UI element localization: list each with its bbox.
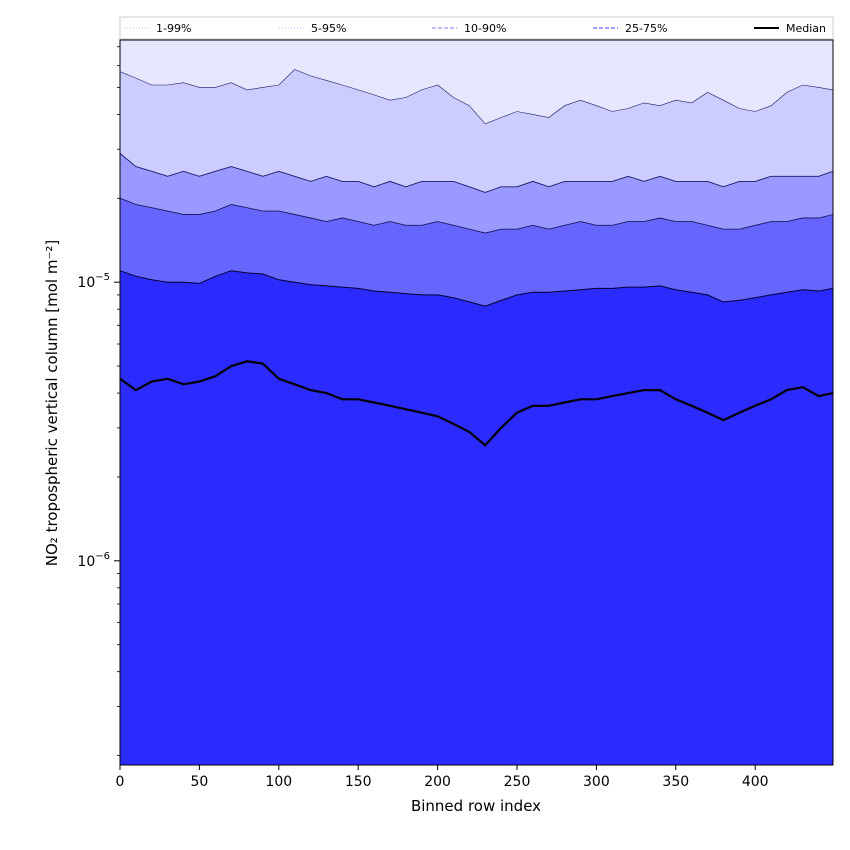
legend-label: 25-75% — [625, 22, 667, 35]
x-axis-label: Binned row index — [411, 797, 541, 815]
y-axis: 10−6 10−5 — [77, 46, 120, 756]
legend-label: 10-90% — [464, 22, 506, 35]
x-tick-label: 250 — [504, 774, 531, 790]
quartile-low-line — [119, 270, 834, 307]
x-tick-label: 100 — [265, 774, 292, 790]
legend-label: Median — [786, 22, 826, 35]
x-tick-label: 50 — [190, 774, 208, 790]
y-axis-label: NO₂ tropospheric vertical column [mol m⁻… — [43, 240, 61, 566]
legend: 1-99% 5-95% 10-90% 25-75% Median — [119, 16, 834, 40]
band-edge-10-90% — [119, 153, 834, 193]
y-tick-label: 10−5 — [77, 272, 110, 291]
x-tick-label: 300 — [583, 774, 610, 790]
median-line — [119, 360, 834, 447]
x-tick-label: 150 — [345, 774, 372, 790]
band-inner-core — [120, 270, 833, 765]
legend-box — [119, 16, 834, 40]
x-tick-label: 350 — [662, 774, 689, 790]
plot-frame — [119, 39, 834, 766]
x-axis: 0 50 100 150 200 250 300 350 400 — [116, 765, 769, 790]
x-tick-label: 0 — [116, 774, 125, 790]
band-edge-5-95% — [119, 69, 834, 125]
x-tick-label: 400 — [742, 774, 769, 790]
legend-label: 5-95% — [311, 22, 346, 35]
band-edge-25-75% — [119, 197, 834, 234]
legend-label: 1-99% — [156, 22, 191, 35]
plot-area — [119, 39, 834, 766]
y-tick-label: 10−6 — [77, 551, 110, 570]
x-tick-label: 200 — [424, 774, 451, 790]
